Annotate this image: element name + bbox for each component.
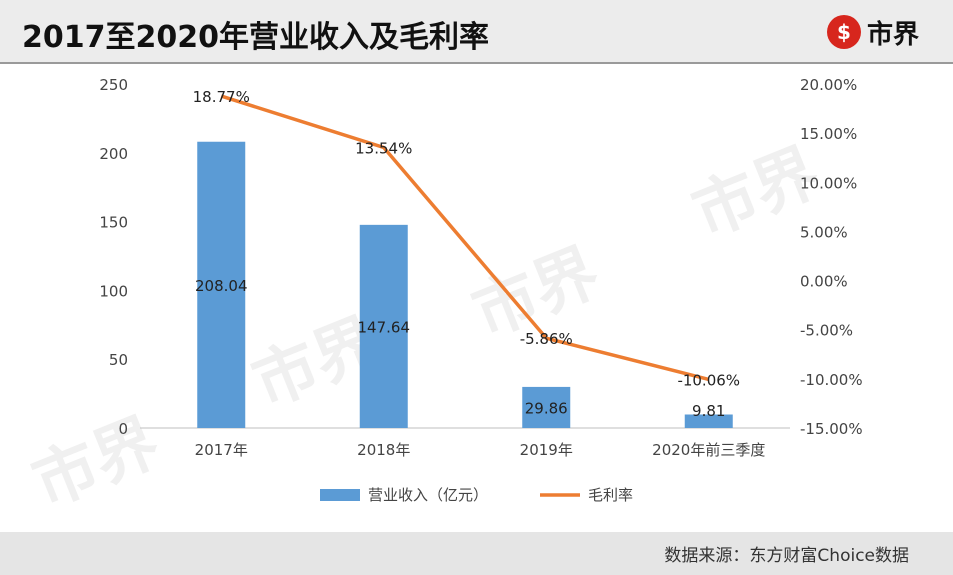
y-left-tick-label: 50 xyxy=(109,351,128,369)
chart-title: 2017至2020年营业收入及毛利率 xyxy=(22,20,489,55)
brand-logo: $ 市界 xyxy=(826,14,919,50)
bar-value-label: 9.81 xyxy=(692,402,725,420)
y-left-tick-label: 0 xyxy=(118,420,128,438)
series-line xyxy=(220,94,710,382)
y-right-tick-label: 10.00% xyxy=(800,174,857,192)
data-source: 数据来源：东方财富Choice数据 xyxy=(664,546,909,566)
y-right-tick-label: -15.00% xyxy=(800,420,863,438)
footer: 数据来源：东方财富Choice数据 xyxy=(0,532,953,575)
bar-value-label: 208.04 xyxy=(195,277,248,295)
y-right-tick-label: 20.00% xyxy=(800,76,857,94)
legend-bar-label: 营业收入（亿元） xyxy=(368,486,488,504)
x-tick-label: 2018年 xyxy=(357,441,410,459)
bar xyxy=(359,224,408,428)
bar xyxy=(522,386,571,428)
y-right-tick-label: 15.00% xyxy=(800,125,857,143)
y-right-tick-label: -10.00% xyxy=(800,371,863,389)
chart-area: 市界 市界 市界 市界 0 50 100 150 200 250 -15.00% -10.00… xyxy=(0,62,953,532)
y-right-tick-label: -5.00% xyxy=(800,322,853,340)
line-value-label: 18.77% xyxy=(193,88,250,106)
bar-value-label: 29.86 xyxy=(525,399,568,417)
combo-chart: 0 50 100 150 200 250 -15.00% -10.00% -5.00% 0.00%… xyxy=(99,76,863,504)
y-left-tick-label: 200 xyxy=(99,145,128,163)
y-left-tick-label: 250 xyxy=(99,76,128,94)
y-left-tick-label: 100 xyxy=(99,282,128,300)
line-value-label: 13.54% xyxy=(355,139,412,157)
bar xyxy=(197,141,246,428)
bar xyxy=(684,414,733,428)
x-tick-label: 2020年前三季度 xyxy=(652,441,765,459)
y-right-tick-label: 0.00% xyxy=(800,273,848,291)
line-value-label: -5.86% xyxy=(520,330,573,348)
y-right-tick-label: 5.00% xyxy=(800,223,848,241)
y-left-tick-label: 150 xyxy=(99,214,128,232)
line-value-label: -10.06% xyxy=(677,371,740,389)
x-tick-label: 2017年 xyxy=(195,441,248,459)
legend-line-label: 毛利率 xyxy=(588,486,633,504)
x-tick-label: 2019年 xyxy=(520,441,573,459)
bar-value-label: 147.64 xyxy=(358,318,411,336)
logo-text: 市界 xyxy=(866,19,919,50)
logo-mark-icon: $ xyxy=(826,15,861,49)
legend-bar-swatch xyxy=(320,489,360,501)
header: 2017至2020年营业收入及毛利率 $ 市界 xyxy=(0,0,953,64)
